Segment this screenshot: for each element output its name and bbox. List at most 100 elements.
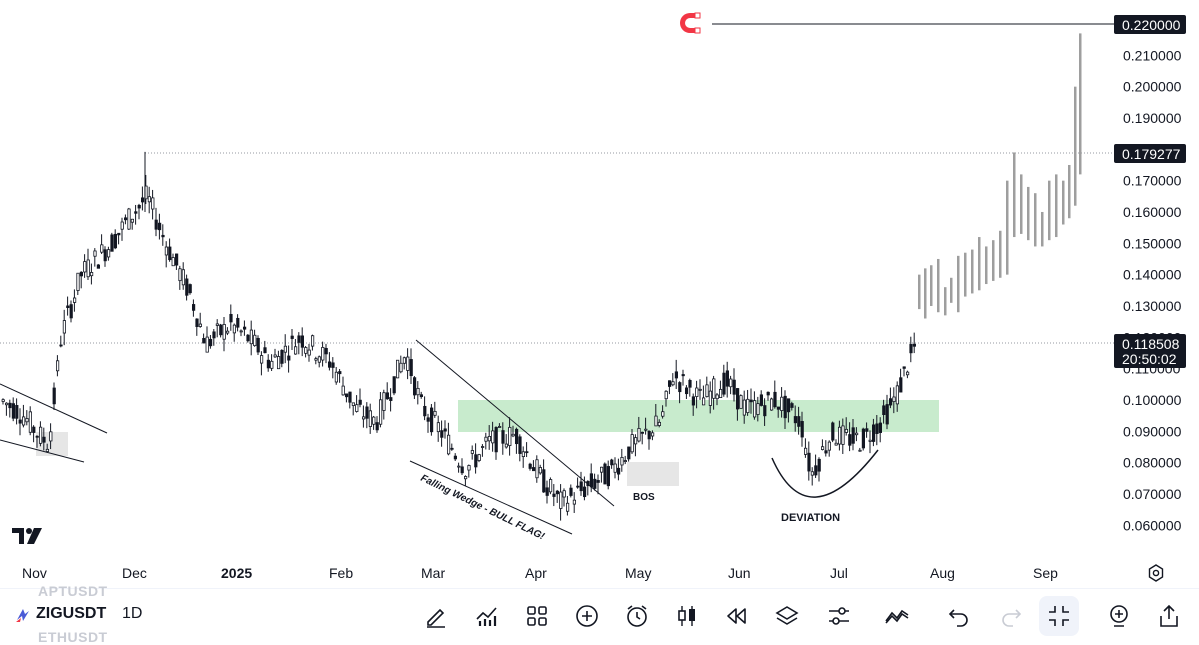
x-tick-label: Apr bbox=[525, 565, 547, 581]
candle-body bbox=[596, 480, 600, 483]
candle-body bbox=[429, 407, 434, 433]
prev-symbol-ghost[interactable]: APTUSDT bbox=[38, 583, 108, 599]
candle-body bbox=[242, 326, 247, 330]
candle-body bbox=[855, 432, 859, 436]
candle-body bbox=[521, 451, 526, 457]
candle-body bbox=[93, 250, 97, 257]
candle-body bbox=[317, 356, 322, 363]
x-tick-label: Dec bbox=[122, 565, 147, 581]
candle-body bbox=[266, 359, 271, 369]
candle-body bbox=[895, 385, 900, 405]
candle-body bbox=[276, 356, 281, 370]
candle-body bbox=[722, 372, 726, 395]
y-tick-label: 0.090000 bbox=[1123, 423, 1182, 439]
add-alert-icon[interactable] bbox=[1106, 603, 1132, 629]
undo-icon[interactable] bbox=[946, 603, 972, 629]
candle-body bbox=[140, 197, 145, 203]
interval-selector[interactable]: 1D bbox=[122, 605, 143, 622]
target-price-label: 0.220000 bbox=[1122, 17, 1181, 33]
candle-body bbox=[307, 349, 311, 356]
candle-body bbox=[249, 329, 253, 345]
symbol-logo-icon bbox=[16, 609, 29, 622]
candle-body bbox=[423, 405, 427, 417]
candle-body bbox=[729, 378, 733, 388]
chart-area[interactable]: Falling Wedge - BULL FLAG! BOS DEVIATION… bbox=[0, 0, 1199, 582]
candle-body bbox=[586, 481, 590, 487]
add-icon[interactable] bbox=[574, 603, 600, 629]
candle-body bbox=[59, 344, 63, 347]
candle-body bbox=[32, 426, 36, 433]
candle-body bbox=[861, 428, 866, 449]
projection-bar bbox=[1055, 174, 1058, 238]
candle-body bbox=[851, 427, 855, 444]
magnet-icon[interactable] bbox=[680, 12, 701, 34]
candle-body bbox=[532, 467, 536, 472]
candles-icon[interactable] bbox=[674, 603, 700, 629]
candle-body bbox=[45, 448, 50, 452]
candle-body bbox=[358, 399, 362, 405]
wedge-annotation: Falling Wedge - BULL FLAG! bbox=[419, 473, 547, 543]
compare-icon[interactable] bbox=[884, 603, 910, 629]
y-tick-label: 0.100000 bbox=[1123, 392, 1182, 408]
share-icon[interactable] bbox=[1156, 603, 1182, 629]
candle-body bbox=[348, 391, 352, 403]
alert-clock-icon[interactable] bbox=[624, 603, 650, 629]
candle-body bbox=[287, 355, 291, 361]
candle-body bbox=[647, 430, 651, 440]
layers-icon[interactable] bbox=[774, 603, 800, 629]
candle-body bbox=[239, 330, 243, 333]
projection-bar bbox=[1027, 186, 1030, 241]
candle-body bbox=[56, 360, 60, 372]
candle-body bbox=[280, 349, 284, 364]
next-symbol-ghost[interactable]: ETHUSDT bbox=[38, 629, 108, 645]
indicators-icon[interactable] bbox=[474, 603, 500, 629]
candle-body bbox=[593, 478, 597, 489]
candle-body bbox=[817, 458, 821, 472]
candle-body bbox=[90, 272, 94, 277]
candle-body bbox=[759, 394, 764, 406]
axis-settings-icon[interactable] bbox=[1147, 564, 1165, 582]
candle-body bbox=[810, 471, 815, 476]
candle-body bbox=[433, 410, 437, 416]
price-chart[interactable]: Falling Wedge - BULL FLAG! BOS DEVIATION… bbox=[0, 0, 1199, 588]
candle-body bbox=[151, 197, 155, 210]
candle-body bbox=[263, 347, 267, 354]
target-price-tag: 0.220000 bbox=[1114, 15, 1186, 34]
candle-body bbox=[671, 381, 675, 386]
pencil-icon[interactable] bbox=[423, 603, 449, 629]
layout-grid-icon[interactable] bbox=[524, 603, 550, 629]
candle-body bbox=[110, 234, 114, 252]
candle-body bbox=[610, 459, 614, 466]
candle-body bbox=[821, 446, 825, 450]
candle-body bbox=[406, 356, 410, 371]
candle-body bbox=[504, 443, 509, 448]
candle-body bbox=[736, 388, 740, 410]
candle-body bbox=[623, 460, 628, 462]
candles-group bbox=[1, 151, 917, 521]
candle-body bbox=[270, 360, 274, 369]
candle-body bbox=[572, 499, 577, 505]
candle-body bbox=[355, 404, 359, 412]
candle-body bbox=[344, 393, 349, 398]
settings-sliders-icon[interactable] bbox=[826, 603, 852, 629]
candle-body bbox=[606, 466, 611, 487]
projection-bar bbox=[1062, 180, 1065, 225]
candle-body bbox=[732, 379, 736, 395]
candle-body bbox=[559, 491, 563, 509]
candle-body bbox=[246, 334, 250, 342]
demand-zone bbox=[458, 400, 939, 432]
symbol-name[interactable]: ZIGUSDT bbox=[36, 605, 107, 622]
candle-body bbox=[902, 366, 906, 369]
projection-bar bbox=[1068, 164, 1071, 219]
y-tick-label: 0.170000 bbox=[1123, 173, 1182, 189]
candle-body bbox=[824, 450, 828, 454]
fullscreen-exit-icon[interactable] bbox=[1039, 596, 1079, 636]
candle-body bbox=[35, 435, 39, 438]
replay-icon[interactable] bbox=[724, 603, 750, 629]
candle-body bbox=[215, 323, 219, 326]
candle-body bbox=[749, 399, 753, 403]
candle-body bbox=[603, 463, 607, 485]
candle-body bbox=[474, 454, 478, 468]
candle-body bbox=[831, 422, 835, 441]
candle-body bbox=[776, 406, 781, 410]
